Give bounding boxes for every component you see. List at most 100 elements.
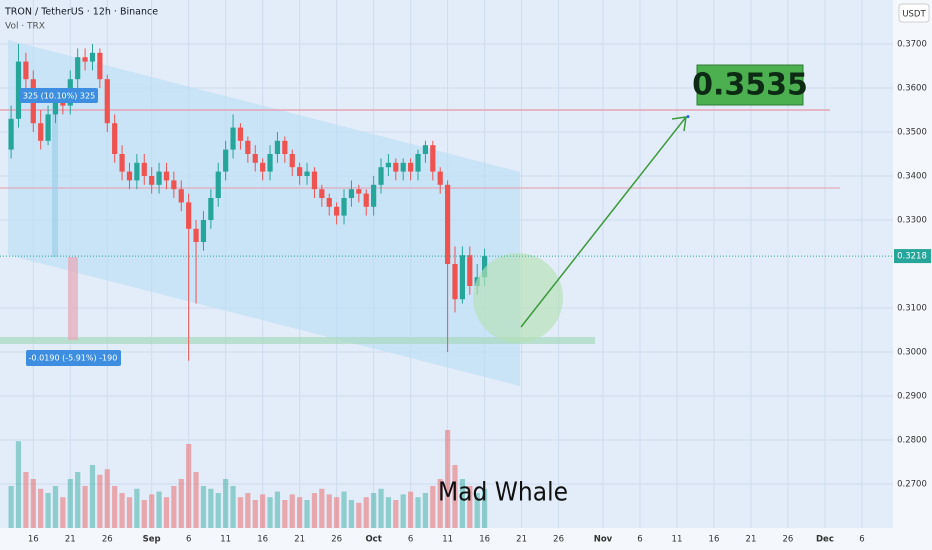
volume-bar <box>112 486 118 528</box>
volume-bar <box>459 479 466 528</box>
candle-body <box>163 171 170 181</box>
volume-bar <box>445 430 451 528</box>
candle-body <box>230 127 236 150</box>
candle-body <box>378 167 384 185</box>
volume-bar <box>260 494 266 528</box>
candle-body <box>223 149 229 172</box>
volume-bar <box>60 497 66 528</box>
last-price-box <box>894 249 931 264</box>
volume-bar <box>223 479 229 528</box>
y-tick-label: 0.2800 <box>897 436 927 446</box>
candle-body <box>171 180 177 190</box>
candle-body <box>422 145 429 154</box>
volume-bar <box>237 497 244 528</box>
volume-bar <box>104 469 110 528</box>
x-tick-label: 26 <box>331 535 342 545</box>
volume-bar <box>319 488 325 528</box>
last-price-label: 0.3218 <box>897 252 927 262</box>
volume-bar <box>452 465 458 528</box>
volume-bar <box>393 500 399 528</box>
currency-box <box>898 3 930 23</box>
volume-bar <box>326 494 332 528</box>
volume-bar <box>15 441 22 528</box>
volume-bar <box>378 488 384 528</box>
y-tick-label: 0.2700 <box>897 480 927 490</box>
candle-body <box>459 255 466 300</box>
x-tick-label: 16 <box>709 535 720 545</box>
volume-bar <box>52 486 59 528</box>
candle-body <box>334 206 340 216</box>
volume-bar <box>385 497 392 528</box>
candle-body <box>289 154 295 168</box>
y-tick-label: 0.3700 <box>897 40 927 50</box>
volume-bar <box>356 502 362 528</box>
candle-body <box>119 154 125 172</box>
candle-body <box>267 154 273 172</box>
measure-box <box>20 88 98 103</box>
candle-body <box>141 162 147 176</box>
volume-bar <box>408 491 414 528</box>
volume-bar <box>245 493 251 528</box>
candle-body <box>452 264 458 300</box>
volume-bar <box>171 486 177 528</box>
volume-bar <box>8 486 14 528</box>
time-axis-panel <box>0 528 893 550</box>
volume-bar <box>267 497 273 528</box>
x-tick-label: 11 <box>220 535 231 545</box>
volume-bar <box>348 500 355 528</box>
candle-body <box>178 189 184 203</box>
candle-body <box>415 154 421 172</box>
x-tick-label: 16 <box>479 535 490 545</box>
candle-body <box>156 171 162 185</box>
candle-body <box>149 176 155 185</box>
y-tick-label: 0.3500 <box>897 128 927 138</box>
volume-bar <box>252 500 258 528</box>
subtitle: Vol · TRX <box>5 22 45 32</box>
x-tick-label: Dec <box>816 535 834 545</box>
volume-bar <box>119 493 125 528</box>
target-point <box>686 115 690 119</box>
x-tick-label: 11 <box>672 535 683 545</box>
candle-body <box>252 154 258 163</box>
candle-body <box>82 57 88 62</box>
volume-bar <box>82 486 88 528</box>
candle-body <box>215 171 221 198</box>
candle-body <box>400 162 406 172</box>
x-tick-label: 21 <box>294 535 305 545</box>
support-zone <box>0 337 595 344</box>
volume-bar <box>186 444 192 528</box>
volume-bar <box>67 479 73 528</box>
x-tick-label: 16 <box>28 535 39 545</box>
volume-bar <box>149 494 155 528</box>
x-tick-label: 16 <box>257 535 268 545</box>
y-tick-label: 0.3400 <box>897 172 927 182</box>
volume-bar <box>289 494 295 528</box>
x-tick-label: 26 <box>102 535 113 545</box>
volume-bar <box>38 488 44 528</box>
candle-body <box>319 189 325 198</box>
candle-body <box>282 140 288 154</box>
y-tick-label: 0.2900 <box>897 392 927 402</box>
x-tick-label: 21 <box>516 535 527 545</box>
measure-down <box>68 257 78 340</box>
candle-body <box>208 198 214 220</box>
measure-label: -0.0190 (-5.91%) -190 <box>29 354 118 363</box>
candle-body <box>186 202 192 229</box>
volume-bar <box>363 497 369 528</box>
candle-body <box>75 57 81 80</box>
volume-bar <box>274 491 281 528</box>
volume-bar <box>215 493 221 528</box>
arrow-head <box>671 116 687 132</box>
volume-bar <box>297 497 303 528</box>
candle-body <box>326 198 332 207</box>
watermark: Mad Whale <box>438 478 568 508</box>
candle-body <box>348 189 355 198</box>
volume-bar <box>141 500 147 528</box>
volume-bar <box>208 488 214 528</box>
y-tick-label: 0.3300 <box>897 216 927 226</box>
volume-bar <box>134 488 140 528</box>
x-tick-label: 6 <box>637 535 642 545</box>
measure-box <box>26 350 121 366</box>
volume-bar <box>45 493 51 528</box>
